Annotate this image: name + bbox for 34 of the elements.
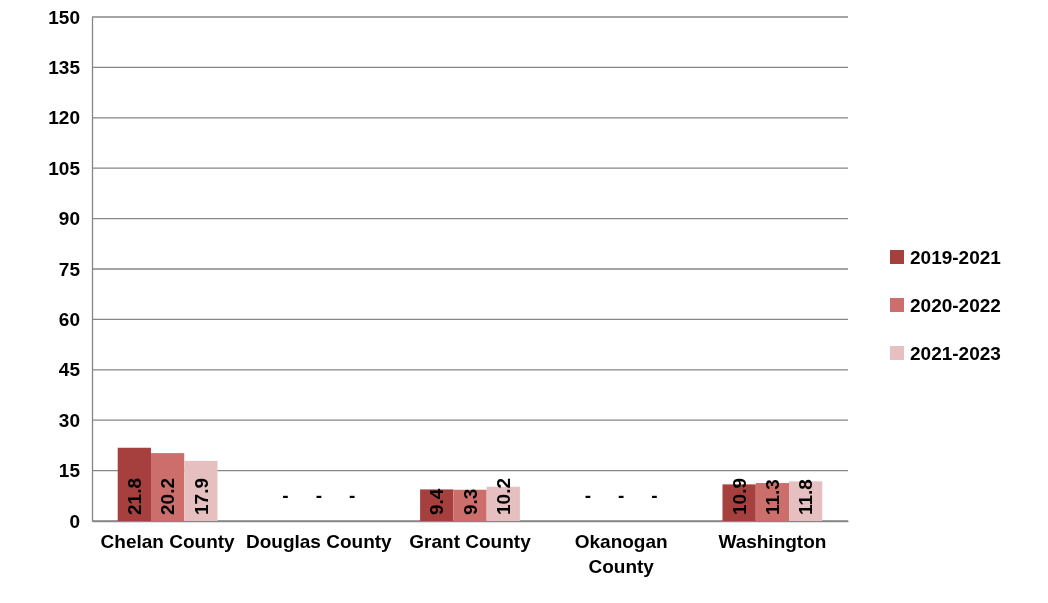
y-tick-label: 120	[48, 107, 80, 129]
data-label: 11.8	[795, 479, 817, 515]
y-tick-label: 0	[69, 510, 80, 532]
data-label: 10.2	[492, 478, 514, 515]
x-tick-label: Chelan County	[100, 531, 236, 553]
text: -	[618, 484, 625, 506]
y-tick-label: 15	[58, 460, 81, 482]
y-tick-label: 135	[48, 56, 81, 78]
x-tick-label: Grant County	[409, 531, 532, 553]
x-tick-label: Okanogan County	[574, 531, 668, 578]
y-tick-label: 105	[48, 157, 81, 179]
text: -	[282, 484, 289, 506]
y-tick-label: 90	[58, 208, 80, 230]
data-label: 21.8	[123, 478, 145, 515]
y-tick-label: 30	[58, 409, 80, 431]
text: -	[651, 484, 658, 506]
text: -	[348, 484, 356, 506]
data-label: 10.9	[728, 478, 750, 515]
x-tick-label: Douglas County	[245, 531, 393, 553]
legend-label: 2021-2023	[910, 342, 1001, 364]
text: -	[584, 484, 592, 506]
data-label: 11.3	[762, 479, 784, 515]
data-label: 9.3	[459, 488, 481, 515]
y-tick-label: 75	[58, 258, 81, 280]
y-tick-label: 150	[48, 6, 80, 28]
y-tick-label: 45	[58, 359, 81, 381]
y-tick-label: 60	[58, 308, 80, 330]
legend-label: 2020-2022	[910, 294, 1001, 316]
text: -	[315, 484, 322, 506]
data-label: 20.2	[157, 478, 179, 515]
data-label: 17.9	[190, 478, 212, 515]
x-tick-label: Washington	[718, 531, 827, 553]
legend-label: 2019-2021	[910, 246, 1002, 268]
data-label: 9.4	[426, 488, 448, 515]
